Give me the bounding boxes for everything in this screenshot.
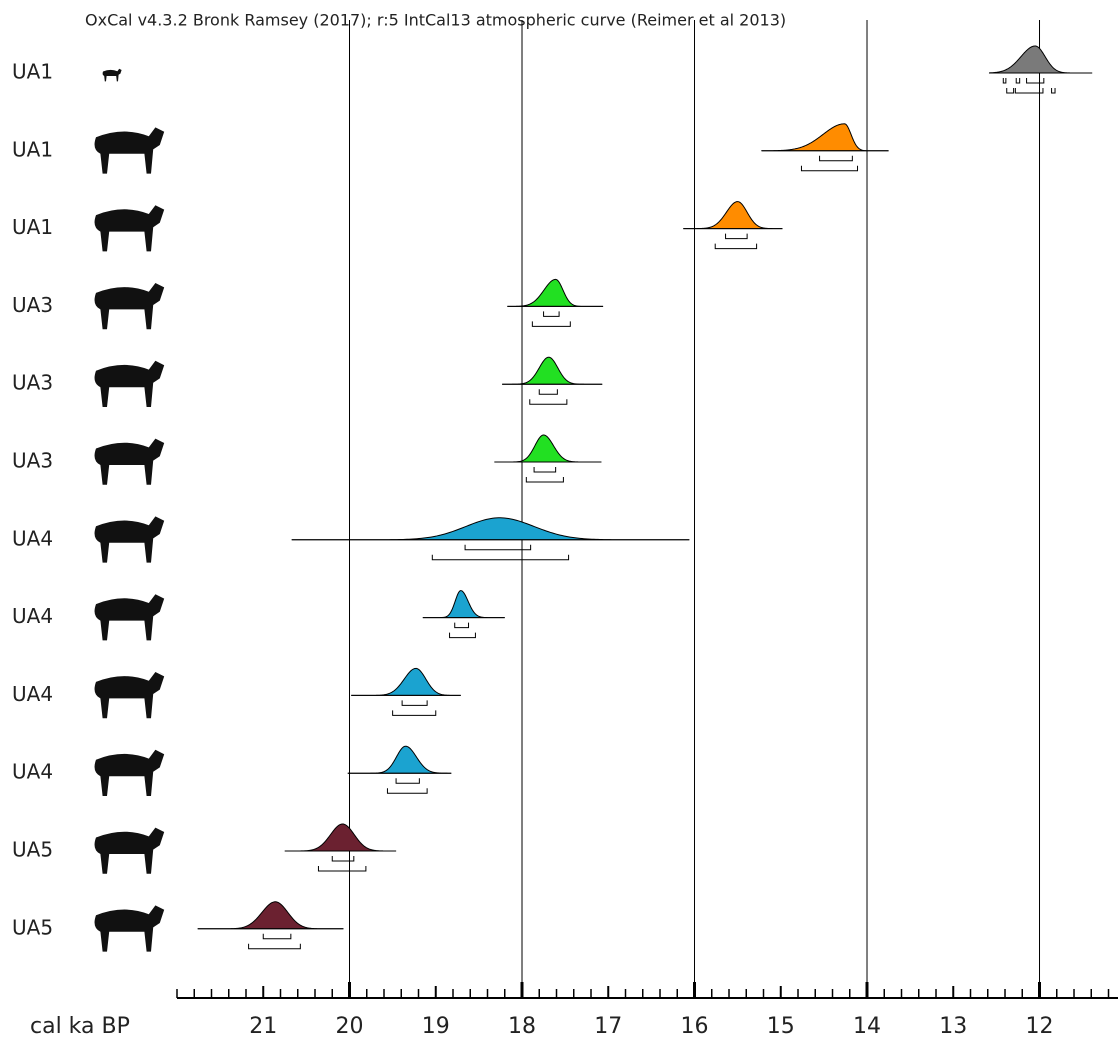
animal-icon [102, 68, 122, 82]
distribution [683, 201, 783, 230]
range-68 [262, 933, 292, 940]
x-tick-label: 19 [422, 1014, 450, 1039]
row: UA4 [12, 667, 461, 719]
range-68 [819, 155, 853, 162]
animal-icon [94, 360, 165, 407]
range-95 [431, 554, 570, 561]
range-95 [449, 632, 476, 639]
animal-icon [94, 205, 165, 252]
distribution [351, 667, 461, 696]
distribution [197, 901, 344, 930]
row-label: UA3 [12, 371, 53, 395]
row: UA3 [12, 356, 603, 407]
animal-icon [94, 672, 165, 719]
row: UA4 [12, 516, 690, 563]
row-label: UA1 [12, 137, 53, 161]
x-tick-label: 14 [853, 1014, 881, 1039]
range-68 [454, 622, 470, 629]
range-68 [725, 233, 748, 240]
range-68 [1015, 78, 1021, 84]
row: UA1 [12, 201, 783, 252]
range-95 [714, 243, 758, 250]
range-95 [525, 477, 564, 483]
row-label: UA4 [12, 526, 53, 550]
x-tick-label: 20 [336, 1014, 364, 1039]
range-95 [1051, 88, 1056, 94]
animal-icon [94, 438, 165, 485]
animal-icon [94, 594, 165, 641]
range-95 [248, 943, 301, 950]
range-68 [543, 311, 560, 317]
animal-icon [94, 283, 165, 330]
range-68 [1002, 78, 1007, 84]
row-label: UA4 [12, 760, 53, 784]
animal-icon [94, 516, 165, 563]
row: UA1 [12, 123, 889, 174]
row: UA5 [12, 901, 344, 952]
range-68 [538, 389, 558, 395]
range-95 [392, 710, 437, 716]
row-label: UA1 [12, 215, 53, 239]
range-68 [533, 467, 557, 473]
distribution [761, 123, 889, 152]
row-label: UA1 [12, 60, 53, 84]
row-label: UA3 [12, 293, 53, 317]
distribution [347, 745, 452, 774]
x-axis-label: cal ka BP [30, 1014, 130, 1039]
distribution [284, 823, 397, 852]
x-tick-label: 12 [1026, 1014, 1054, 1039]
row-label: UA5 [12, 915, 53, 939]
distribution [422, 590, 505, 619]
row-label: UA3 [12, 449, 53, 473]
row-label: UA5 [12, 838, 53, 862]
x-tick-label: 18 [508, 1014, 536, 1039]
x-tick-label: 17 [594, 1014, 622, 1039]
range-95 [529, 399, 568, 405]
row: UA3 [12, 278, 604, 330]
distribution [291, 517, 690, 541]
chart-title: OxCal v4.3.2 Bronk Ramsey (2017); r:5 In… [85, 11, 786, 30]
x-tick-label: 15 [767, 1014, 795, 1039]
range-95 [317, 866, 367, 872]
row-label: UA4 [12, 682, 53, 706]
range-95 [800, 165, 859, 172]
distribution [494, 434, 602, 463]
row-label: UA4 [12, 604, 53, 628]
distribution [988, 45, 1093, 74]
animal-icon [94, 749, 165, 796]
row: UA4 [12, 590, 505, 641]
range-95 [386, 788, 428, 794]
animal-icon [94, 827, 165, 874]
range-95 [1014, 88, 1044, 94]
x-tick-label: 13 [939, 1014, 967, 1039]
range-95 [1006, 88, 1015, 94]
distribution [502, 356, 603, 385]
range-68 [395, 778, 420, 784]
animal-icon [94, 905, 165, 952]
animal-icon [94, 127, 165, 174]
row: UA3 [12, 434, 602, 485]
row: UA5 [12, 823, 397, 874]
x-tick-label: 16 [681, 1014, 709, 1039]
x-tick-label: 21 [249, 1014, 277, 1039]
range-68 [464, 544, 532, 551]
row: UA1 [12, 45, 1093, 94]
range-68 [401, 700, 428, 706]
row: UA4 [12, 745, 452, 796]
range-68 [331, 856, 355, 862]
range-68 [1026, 78, 1045, 84]
range-95 [531, 321, 571, 327]
